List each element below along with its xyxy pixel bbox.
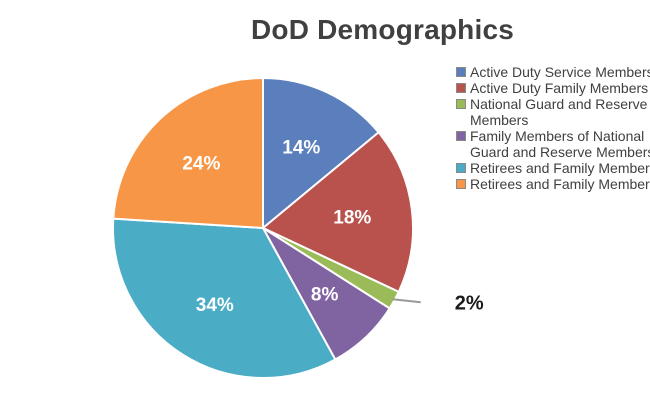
legend-entry-guard-reserve: National Guard and Reserve Members <box>456 96 650 128</box>
legend-label: Family Members of National Guard and Res… <box>470 128 650 160</box>
legend-label: Retirees and Family Members <box>470 160 650 176</box>
chart-title: DoD Demographics <box>250 14 515 45</box>
legend-swatch <box>456 179 466 189</box>
legend-swatch <box>456 67 466 77</box>
legend-entry-retirees-2: Retirees and Family Members <box>456 176 650 192</box>
pie-slice-active-duty-family-members <box>261 130 414 294</box>
slice-label-retirees-and-family-members-65-and-over: 24% <box>182 153 220 174</box>
legend-swatch <box>456 131 466 141</box>
slice-label-national-guard-and-reserve-members: 2% <box>455 292 484 314</box>
slice-label-family-members-of-national-guard-and-reserve-members: 8% <box>311 285 339 306</box>
legend-swatch <box>456 163 466 173</box>
legend-label: Active Duty Family Members <box>470 80 649 96</box>
slice-label-active-duty-service-members: 14% <box>282 138 320 159</box>
slice-label-active-duty-family-members: 18% <box>333 208 371 229</box>
legend-label: National Guard and Reserve Members <box>470 96 648 128</box>
legend-entry-active-duty-family: Active Duty Family Members <box>456 80 650 96</box>
legend-entry-guard-reserve-family: Family Members of National Guard and Res… <box>456 128 650 160</box>
leader-line-national-guard-and-reserve-members <box>392 298 421 304</box>
legend-label: Active Duty Service Members <box>470 64 650 80</box>
pie-slice-retirees-and-family-members-65-and-over <box>112 76 264 230</box>
legend-entry-retirees-1: Retirees and Family Members <box>456 160 650 176</box>
pie-slice-retirees-and-family-members-under-65 <box>112 217 337 379</box>
slice-label-retirees-and-family-members-under-65: 34% <box>196 295 234 316</box>
legend-swatch <box>456 99 466 109</box>
pie-slice-active-duty-service-members <box>262 76 380 231</box>
chart-legend: Active Duty Service Members Active Duty … <box>456 64 650 192</box>
legend-entry-active-duty: Active Duty Service Members <box>456 64 650 80</box>
legend-swatch <box>456 83 466 93</box>
legend-label: Retirees and Family Members <box>470 176 650 192</box>
